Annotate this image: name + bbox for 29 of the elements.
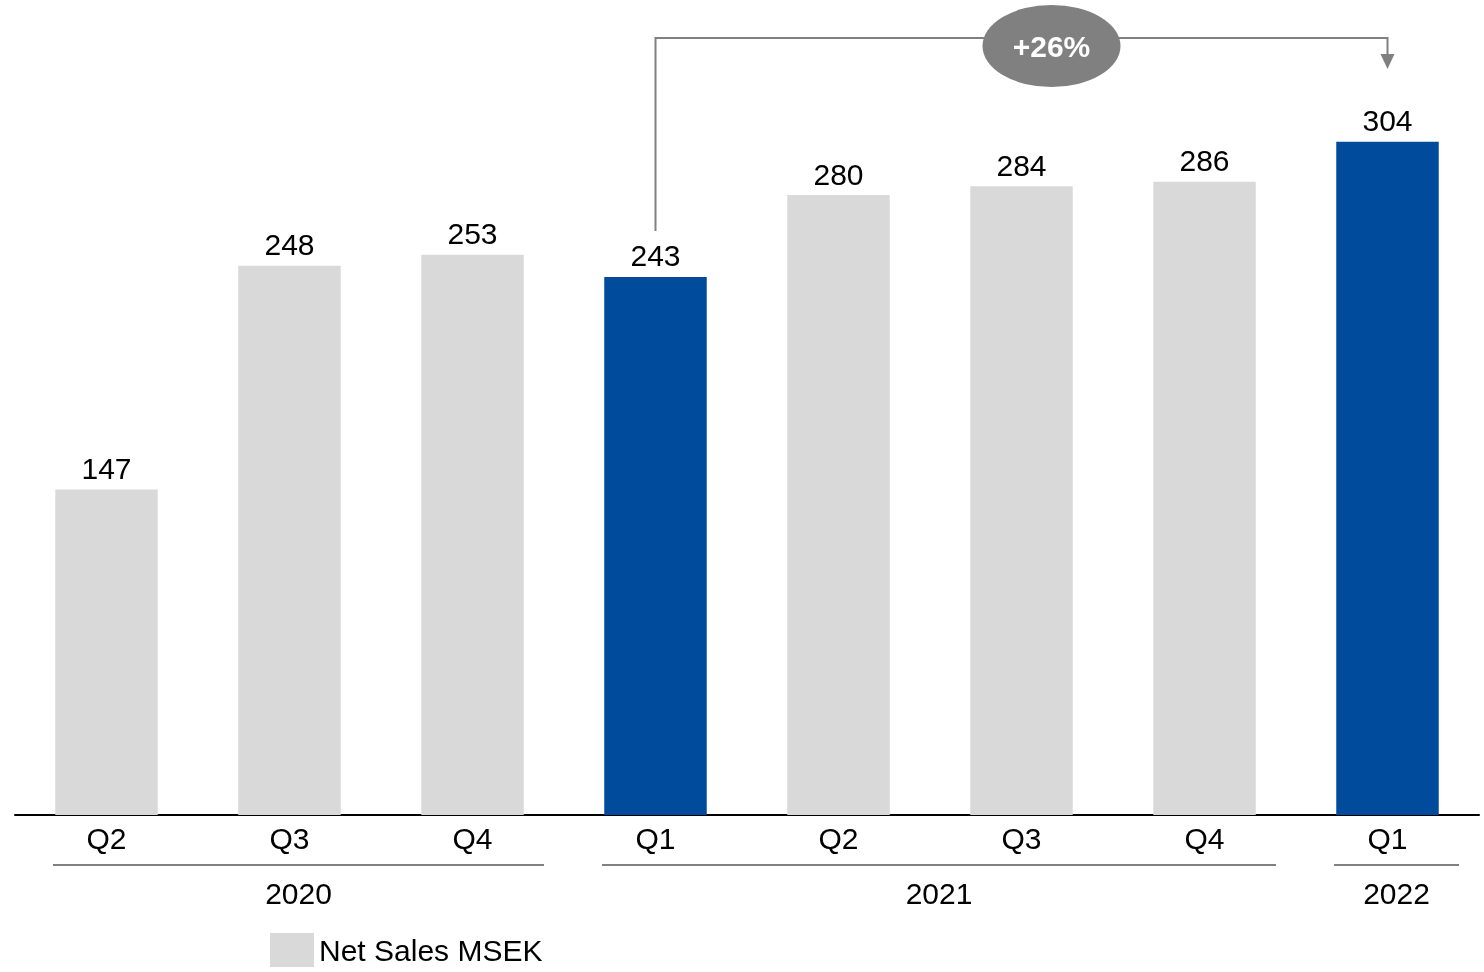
- bar: [970, 186, 1073, 815]
- bar: [421, 254, 524, 815]
- data-label: 286: [1179, 144, 1230, 178]
- data-label: 284: [996, 148, 1047, 182]
- bar: [604, 276, 707, 815]
- text: +26%: [1012, 30, 1091, 63]
- data-label: 147: [81, 452, 132, 485]
- legend-label: Net Sales MSEK: [319, 933, 543, 967]
- x-tick-label: Q2: [818, 821, 859, 855]
- data-label: 243: [630, 239, 681, 273]
- text: 2022: [1363, 877, 1430, 911]
- x-tick-label: Q3: [269, 821, 310, 855]
- x-tick-label: Q2: [86, 821, 127, 855]
- x-tick-label: Q4: [452, 821, 493, 855]
- x-tick-label: Q1: [635, 821, 676, 855]
- x-tick-label: Q3: [1001, 821, 1042, 855]
- data-label: 253: [447, 217, 498, 251]
- data-label: 304: [1362, 104, 1413, 138]
- data-label: 248: [264, 228, 315, 262]
- bar: [238, 265, 341, 815]
- x-tick-label: Q4: [1184, 821, 1225, 855]
- bar: [1336, 141, 1439, 815]
- bar: [1153, 181, 1256, 815]
- data-label: 280: [813, 157, 864, 191]
- text: 2021: [905, 877, 973, 911]
- bar: [787, 195, 890, 815]
- bar: [55, 489, 158, 815]
- text: 2020: [265, 877, 332, 911]
- x-tick-label: Q1: [1367, 821, 1408, 855]
